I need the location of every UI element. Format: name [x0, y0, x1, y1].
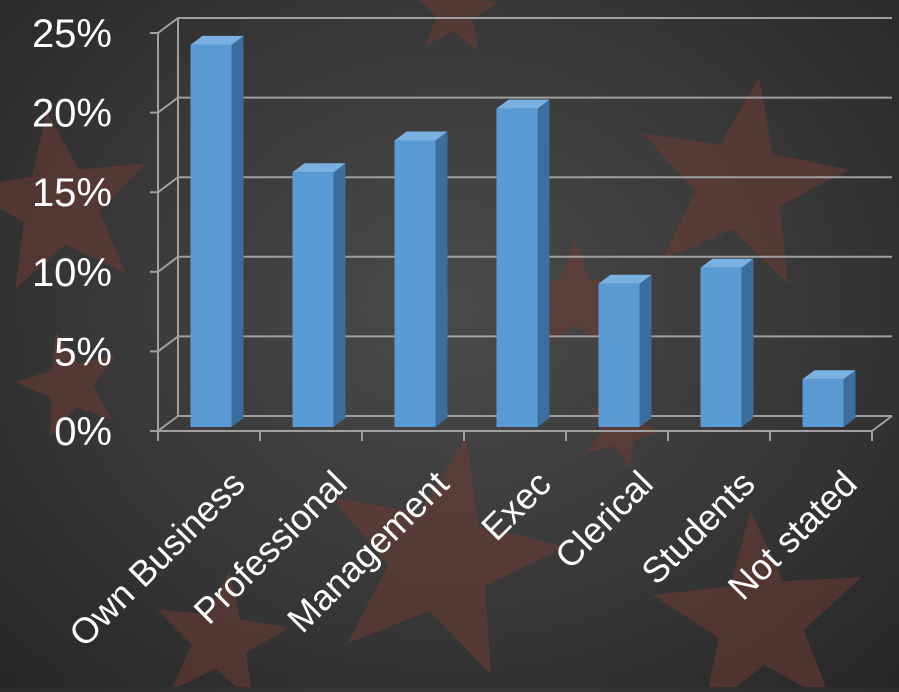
floor-edge: [872, 416, 892, 431]
bar: [701, 259, 754, 427]
bar: [395, 131, 448, 427]
gridline: [158, 18, 892, 33]
bar-front: [497, 109, 538, 427]
bar-side: [436, 131, 448, 427]
y-tick-label: 5%: [54, 330, 112, 374]
bar-front: [599, 284, 640, 427]
bar: [191, 36, 244, 427]
y-tick-label: 25%: [32, 12, 112, 56]
bar-front: [803, 379, 844, 427]
star-decoration: [643, 77, 849, 284]
y-tick-label: 20%: [32, 92, 112, 136]
bar: [803, 370, 856, 427]
y-tick-label: 15%: [32, 171, 112, 215]
bar: [293, 163, 346, 427]
bar: [497, 100, 550, 427]
bar-side: [232, 36, 244, 427]
y-tick-label: 10%: [32, 251, 112, 295]
bar-front: [701, 268, 742, 427]
star-decoration: [414, 0, 499, 51]
bar-side: [538, 100, 550, 427]
bar: [599, 275, 652, 427]
y-tick-label: 0%: [54, 410, 112, 454]
bar-side: [742, 259, 754, 427]
bar-side: [640, 275, 652, 427]
bar-front: [395, 140, 436, 427]
bar-side: [334, 163, 346, 427]
bar-front: [293, 172, 334, 427]
bar-front: [191, 45, 232, 427]
bar-side: [844, 370, 856, 427]
